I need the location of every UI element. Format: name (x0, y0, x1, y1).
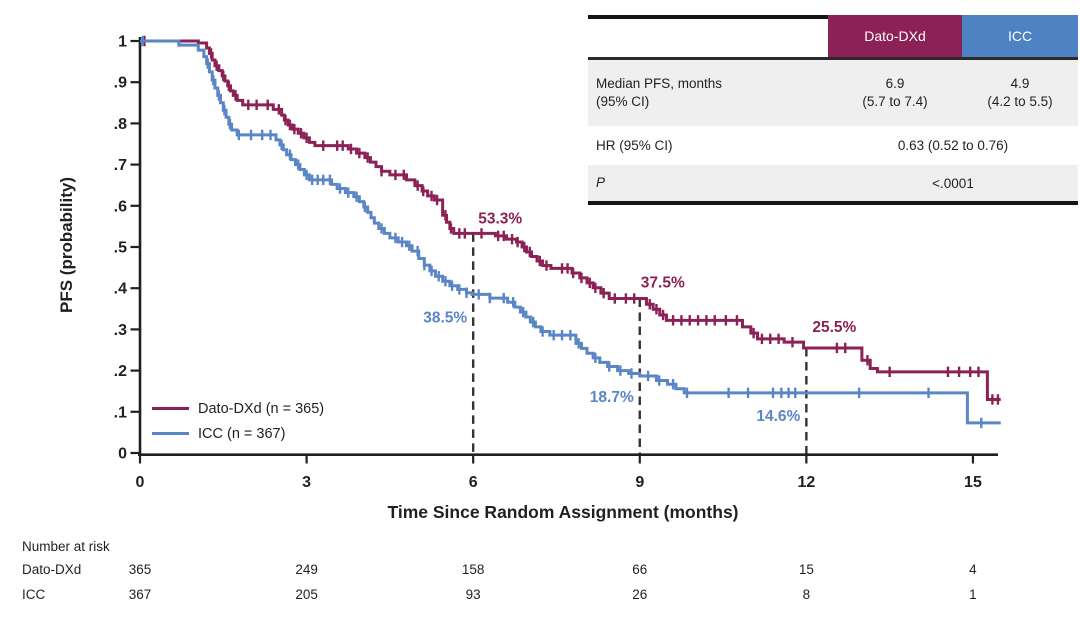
landmark-percent-label: 38.5% (423, 309, 467, 326)
stats-median-dato-value: 6.9 (5.7 to 7.4) (828, 75, 962, 110)
y-tick-label: .4 (114, 281, 127, 298)
x-tick-label: 6 (469, 474, 478, 491)
stats-table-bottom-border (588, 201, 1078, 205)
y-tick-label: .9 (114, 75, 127, 92)
stats-median-dato-line2: (5.7 to 7.4) (862, 94, 928, 109)
stats-header-icc: ICC (962, 15, 1078, 57)
landmark-percent-label: 37.5% (641, 275, 685, 292)
risk-count: 26 (632, 587, 648, 602)
x-tick-label: 3 (302, 474, 311, 491)
risk-count: 66 (632, 562, 648, 577)
y-axis-title: PFS (probability) (57, 177, 76, 313)
stats-p-value: <.0001 (932, 175, 974, 191)
y-tick-label: 1 (118, 34, 127, 51)
y-tick-label: 0 (118, 446, 127, 463)
risk-count: 249 (295, 562, 318, 577)
legend-swatch-dato-icon (152, 407, 189, 410)
y-tick-label: .5 (114, 240, 127, 257)
risk-count: 93 (465, 587, 481, 602)
x-axis-title: Time Since Random Assignment (months) (387, 502, 739, 522)
y-tick-label: .7 (114, 157, 127, 174)
risk-table-title: Number at risk (22, 539, 110, 554)
landmark-percent-label: 53.3% (478, 210, 522, 227)
y-tick-label: .8 (114, 116, 127, 133)
x-tick-label: 0 (136, 474, 145, 491)
legend-item-dato: Dato-DXd (n = 365) (152, 396, 324, 421)
stats-row-p: P <.0001 (588, 165, 1078, 201)
stats-median-icc-line1: 4.9 (1010, 76, 1030, 92)
risk-count: 8 (802, 587, 811, 602)
risk-count: 1 (969, 587, 977, 602)
stats-median-label: Median PFS, months (95% CI) (588, 75, 828, 110)
risk-count: 158 (461, 562, 485, 577)
stats-hr-value: 0.63 (0.52 to 0.76) (897, 138, 1009, 153)
stats-p-label: P (596, 175, 606, 191)
x-tick-label: 15 (964, 474, 982, 491)
legend-label-dato: Dato-DXd (n = 365) (198, 400, 325, 417)
y-tick-label: .6 (114, 198, 127, 215)
stats-median-dato-line1: 6.9 (885, 76, 905, 92)
risk-count: 4 (969, 562, 977, 577)
risk-count: 367 (128, 587, 152, 602)
legend-label-icc: ICC (n = 367) (198, 425, 286, 442)
y-tick-label: .1 (114, 404, 127, 421)
stats-row-median: Median PFS, months (95% CI) 6.9 (5.7 to … (588, 60, 1078, 126)
risk-row-label-dato: Dato-DXd (22, 562, 82, 577)
x-tick-label: 12 (797, 474, 815, 491)
y-tick-label: .3 (114, 322, 127, 339)
stats-hr-label: HR (95% CI) (596, 137, 673, 153)
stats-median-icc-line2: (4.2 to 5.5) (987, 94, 1053, 109)
y-tick-label: .2 (114, 363, 127, 380)
x-tick-label: 9 (635, 474, 644, 491)
legend-item-icc: ICC (n = 367) (152, 421, 324, 446)
stats-median-label-line1: Median PFS, months (596, 76, 723, 92)
landmark-percent-label: 25.5% (812, 319, 856, 336)
stats-header-dato: Dato-DXd (828, 15, 962, 57)
legend-swatch-icc-icon (152, 432, 189, 435)
risk-count: 15 (798, 562, 814, 577)
stats-row-hr: HR (95% CI) 0.63 (0.52 to 0.76) (588, 126, 1078, 165)
landmark-percent-label: 18.7% (590, 389, 634, 406)
stats-header-divider (588, 57, 1078, 60)
landmark-percent-label: 14.6% (756, 408, 800, 425)
legend: Dato-DXd (n = 365) ICC (n = 367) (152, 396, 324, 446)
stats-table: Dato-DXd ICC Median PFS, months (95% CI)… (588, 15, 1078, 205)
risk-row-label-icc: ICC (22, 587, 46, 602)
stats-median-label-line2: (95% CI) (596, 94, 650, 109)
stats-median-icc-value: 4.9 (4.2 to 5.5) (962, 75, 1078, 110)
risk-count: 205 (295, 587, 318, 602)
stats-table-header: Dato-DXd ICC (588, 15, 1078, 57)
risk-count: 365 (128, 562, 152, 577)
stats-header-blank-cell (588, 15, 828, 57)
